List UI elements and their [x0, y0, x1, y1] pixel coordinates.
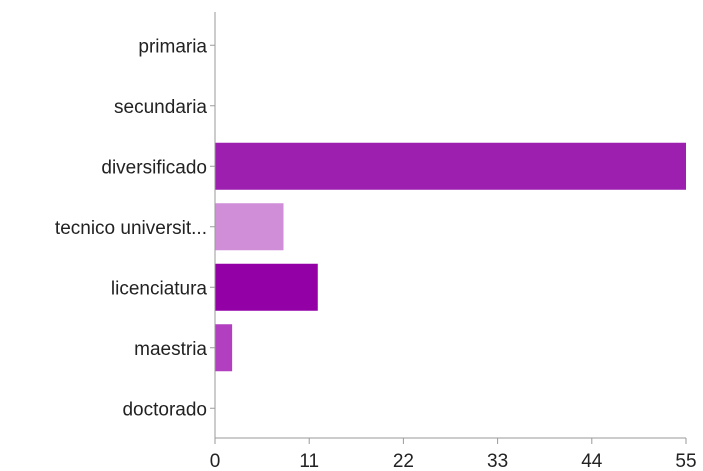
- x-tick-label-4: 44: [581, 451, 603, 471]
- x-tick-label-2: 22: [393, 451, 414, 471]
- category-label-4: licenciatura: [111, 278, 208, 299]
- bar-3: [215, 203, 284, 250]
- x-tick-label-0: 0: [210, 451, 221, 471]
- category-label-5: maestria: [134, 339, 207, 360]
- x-ticks: 0 11 22 33 44 55: [210, 438, 697, 471]
- category-label-0: primaria: [138, 36, 207, 57]
- x-tick-label-1: 11: [299, 451, 319, 471]
- x-tick-label-5: 55: [675, 451, 696, 471]
- bars-group: [215, 143, 686, 372]
- axes-group: [215, 12, 686, 438]
- category-label-1: secundaria: [114, 97, 207, 118]
- bar-4: [215, 264, 318, 311]
- category-label-3: tecnico universit...: [55, 218, 207, 239]
- category-label-2: diversificado: [101, 157, 207, 178]
- x-tick-label-3: 33: [487, 451, 508, 471]
- bar-2: [215, 143, 686, 190]
- category-label-6: doctorado: [122, 399, 207, 420]
- category-labels: primaria secundaria diversificado tecnico u…: [55, 36, 215, 420]
- bar-5: [215, 324, 232, 371]
